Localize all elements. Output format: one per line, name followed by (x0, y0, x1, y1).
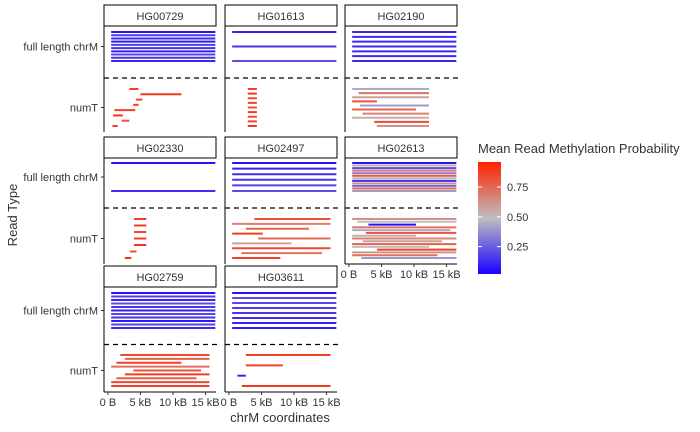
x-tick-label: 15 kB (313, 397, 341, 409)
x-tick-label: 0 B (221, 397, 238, 409)
facet-strip (103, 136, 217, 159)
x-tick-label: 10 kB (159, 397, 187, 409)
legend-title: Mean Read Methylation Probability (478, 141, 680, 156)
axes: full length chrM numT full length chrM numT… (23, 26, 461, 409)
y-tick-label: full length chrM (23, 42, 98, 54)
x-tick-label: 5 kB (370, 269, 392, 281)
facet-strip-label: HG02330 (136, 143, 183, 155)
x-tick-label: 10 kB (280, 397, 308, 409)
x-tick-label: 15 kB (192, 397, 220, 409)
facet-strip-label: HG02497 (257, 143, 304, 155)
facet-strip-label: HG02613 (377, 143, 424, 155)
facet-strip (224, 4, 338, 27)
facet-strip (344, 136, 458, 159)
facet-panels: HG00729 HG01613 HG02190 HG02330 HG02497 HG026… (103, 4, 461, 387)
y-tick-label: numT (70, 366, 98, 378)
facet-strip (103, 4, 217, 27)
legend-colorbar (478, 162, 501, 274)
legend-tick-label: 0.50 (507, 212, 528, 224)
y-tick-label: numT (70, 234, 98, 246)
x-tick-label: 5 kB (129, 397, 151, 409)
facet-HG02613: HG02613 (344, 136, 461, 259)
facet-strip-label: HG00729 (136, 11, 183, 23)
legend-tick-label: 0.75 (507, 182, 528, 194)
facet-strip (224, 136, 338, 159)
facet-HG02330: HG02330 (103, 136, 220, 259)
facet-strip (344, 4, 458, 27)
x-tick-label: 15 kB (433, 269, 461, 281)
color-legend: Mean Read Methylation Probability 0.25 0.… (478, 141, 680, 274)
facet-HG02759: HG02759 (103, 265, 220, 387)
facet-strip-label: HG02759 (136, 272, 183, 284)
x-axis-title: chrM coordinates (230, 410, 330, 425)
x-tick-label: 0 B (100, 397, 117, 409)
x-tick-label: 5 kB (250, 397, 272, 409)
x-tick-label: 10 kB (400, 269, 428, 281)
facet-HG03611: HG03611 (224, 265, 341, 387)
y-axis-title: Read Type (5, 184, 20, 247)
facet-HG02190: HG02190 (344, 4, 461, 127)
facet-strip-label: HG03611 (258, 272, 304, 284)
y-tick-label: full length chrM (23, 172, 98, 184)
facet-HG01613: HG01613 (224, 4, 341, 127)
facet-HG00729: HG00729 (103, 4, 220, 127)
legend-tick-label: 0.25 (507, 242, 528, 254)
y-tick-label: numT (70, 103, 98, 115)
facet-strip-label: HG01613 (257, 11, 304, 23)
x-tick-label: 0 B (341, 269, 358, 281)
facet-strip (224, 265, 338, 288)
facet-strip-label: HG02190 (377, 11, 424, 23)
y-tick-label: full length chrM (23, 306, 98, 318)
facet-HG02497: HG02497 (224, 136, 341, 259)
facet-strip (103, 265, 217, 288)
